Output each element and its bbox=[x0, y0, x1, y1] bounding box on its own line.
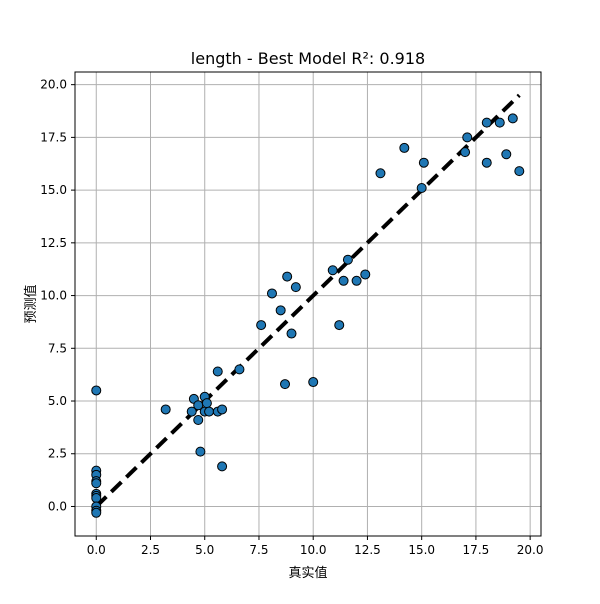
y-tick-label: 15.0 bbox=[40, 183, 67, 197]
data-point bbox=[204, 406, 215, 417]
data-point bbox=[195, 446, 206, 457]
grid-layer bbox=[75, 72, 541, 536]
chart-title: length - Best Model R²: 0.918 bbox=[191, 49, 425, 68]
data-point bbox=[217, 404, 228, 415]
data-point bbox=[399, 142, 410, 153]
data-point bbox=[507, 113, 518, 124]
data-point bbox=[160, 404, 171, 415]
data-point bbox=[280, 379, 291, 390]
reference-line bbox=[94, 93, 521, 508]
data-point bbox=[416, 183, 427, 193]
y-axis-label: 预测值 bbox=[23, 284, 39, 323]
plot-frame bbox=[74, 71, 542, 537]
data-point bbox=[212, 366, 223, 377]
data-point bbox=[501, 149, 512, 160]
data-point bbox=[460, 147, 471, 158]
data-point bbox=[290, 282, 301, 293]
data-point bbox=[308, 377, 319, 388]
data-point bbox=[418, 157, 429, 168]
data-point bbox=[351, 275, 362, 286]
reference-line-layer bbox=[94, 93, 521, 508]
y-tick-label: 17.5 bbox=[40, 130, 67, 144]
data-point bbox=[193, 415, 204, 425]
data-point bbox=[338, 275, 349, 286]
y-tick-label: 0.0 bbox=[48, 499, 67, 513]
data-point bbox=[266, 288, 277, 299]
data-point bbox=[327, 265, 338, 276]
data-point bbox=[282, 271, 293, 282]
data-point bbox=[342, 254, 353, 265]
data-point bbox=[91, 507, 102, 518]
data-point bbox=[256, 320, 267, 331]
y-tick-label: 10.0 bbox=[40, 289, 67, 303]
y-tick-label: 5.0 bbox=[48, 394, 67, 408]
data-point bbox=[360, 269, 371, 280]
data-point bbox=[481, 117, 492, 128]
x-tick-label: 10.0 bbox=[300, 543, 327, 557]
data-point bbox=[186, 406, 197, 417]
data-point bbox=[334, 320, 345, 331]
x-axis-label: 真实值 bbox=[288, 565, 327, 581]
x-tick-label: 17.5 bbox=[463, 543, 490, 557]
data-point bbox=[91, 493, 102, 504]
data-point bbox=[462, 132, 473, 143]
data-point bbox=[481, 157, 492, 168]
y-tick-label: 12.5 bbox=[40, 236, 67, 250]
y-tick-label: 7.5 bbox=[48, 341, 67, 355]
data-point bbox=[286, 328, 297, 339]
data-point bbox=[91, 385, 102, 396]
tick-layer: 0.0 2.5 5.0 7.5 10.0 12.5 15.0 17.5 20.0 0.0 2.5 5.… bbox=[40, 78, 543, 557]
y-tick-label: 2.5 bbox=[48, 447, 67, 461]
x-tick-label: 12.5 bbox=[354, 543, 381, 557]
data-points-layer bbox=[91, 113, 525, 518]
data-point bbox=[494, 117, 505, 128]
data-point bbox=[375, 168, 386, 179]
data-point bbox=[217, 461, 228, 472]
x-tick-label: 5.0 bbox=[195, 543, 214, 557]
x-tick-label: 0.0 bbox=[87, 543, 106, 557]
y-tick-label: 20.0 bbox=[40, 78, 67, 92]
data-point bbox=[234, 364, 245, 375]
data-point bbox=[201, 398, 212, 409]
x-tick-label: 2.5 bbox=[141, 543, 160, 557]
data-point bbox=[91, 478, 102, 489]
data-point bbox=[275, 305, 286, 316]
data-point bbox=[514, 166, 525, 177]
x-tick-label: 15.0 bbox=[408, 543, 435, 557]
x-tick-label: 7.5 bbox=[249, 543, 268, 557]
x-tick-label: 20.0 bbox=[517, 543, 544, 557]
